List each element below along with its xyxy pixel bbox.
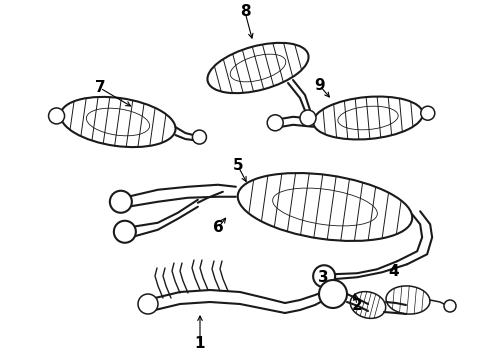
Circle shape bbox=[267, 115, 283, 131]
Circle shape bbox=[300, 110, 316, 126]
Circle shape bbox=[421, 106, 435, 120]
Circle shape bbox=[313, 265, 335, 287]
Text: 9: 9 bbox=[315, 78, 325, 94]
Text: 5: 5 bbox=[233, 158, 244, 174]
Circle shape bbox=[444, 300, 456, 312]
Text: 4: 4 bbox=[389, 265, 399, 279]
Text: 2: 2 bbox=[352, 297, 363, 312]
Circle shape bbox=[193, 130, 206, 144]
Circle shape bbox=[114, 221, 136, 243]
Circle shape bbox=[49, 108, 65, 124]
Circle shape bbox=[110, 191, 132, 213]
Text: 1: 1 bbox=[195, 337, 205, 351]
Text: 7: 7 bbox=[95, 81, 105, 95]
Text: 8: 8 bbox=[240, 4, 250, 19]
Text: 3: 3 bbox=[318, 270, 328, 285]
Circle shape bbox=[138, 294, 158, 314]
Text: 6: 6 bbox=[213, 220, 223, 235]
Circle shape bbox=[319, 280, 347, 308]
